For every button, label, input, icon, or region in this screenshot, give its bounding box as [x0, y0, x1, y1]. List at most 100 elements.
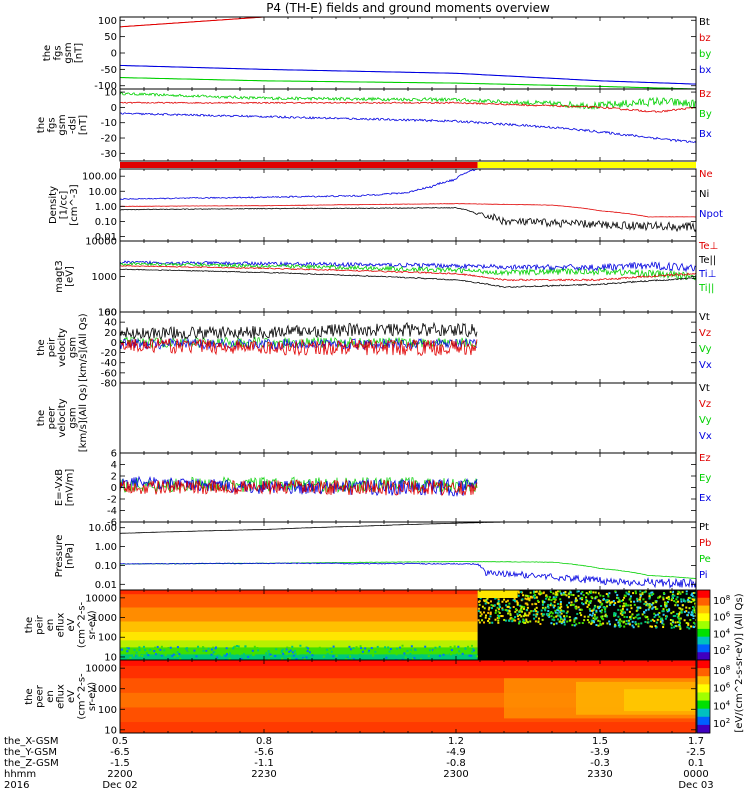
- peir-flux-cell: [506, 599, 509, 602]
- peir-flux-cell: [525, 609, 528, 612]
- panel-fgs-gsm-nt: [119, 16, 697, 90]
- peir-flux-cell: [168, 656, 171, 659]
- peir-flux-cell: [559, 611, 562, 614]
- peir-flux-cell: [504, 619, 507, 622]
- peir-flux-cell: [599, 610, 602, 613]
- peir-flux-cell: [601, 602, 604, 605]
- peir-flux-cell: [446, 647, 449, 650]
- peir-flux-cell: [133, 654, 136, 657]
- peir-flux-cell: [508, 609, 511, 612]
- peir-flux-cell: [650, 625, 653, 628]
- peir-flux-cell: [672, 590, 675, 593]
- x-tick-label: -1.1: [254, 758, 274, 769]
- peir-flux-cell: [617, 600, 620, 603]
- peir-flux-cell: [628, 623, 631, 626]
- peir-flux-cell: [517, 622, 520, 625]
- fgs-gsm-nt-ytick-label: 50: [104, 32, 117, 43]
- peir-flux-cell: [305, 656, 308, 659]
- peir-flux-cell: [431, 655, 434, 658]
- peir-flux-cell: [620, 620, 623, 623]
- x-tick-label: 2330: [587, 769, 612, 780]
- peir-flux-cell: [311, 654, 314, 657]
- peir-flux-cell: [670, 624, 673, 627]
- peir-flux-cell: [686, 614, 689, 617]
- peir-flux-cell: [251, 649, 254, 652]
- colorbar-tick-label: 108: [713, 664, 730, 677]
- peir-velocity-legend-0: Vt: [699, 312, 710, 323]
- peir-flux-cell: [552, 606, 555, 609]
- peir-flux-cell: [138, 649, 141, 652]
- peir-flux-cell: [631, 613, 634, 616]
- peir-flux-cell: [532, 590, 535, 593]
- temperature-ylabel: [eV]: [65, 266, 76, 287]
- peir-flux-cell: [651, 618, 654, 621]
- peir-flux-cell: [691, 609, 694, 612]
- peir-flux-cell: [623, 625, 626, 628]
- x-row-label-3: hhmm: [4, 769, 36, 780]
- peir-flux-cell: [281, 649, 284, 652]
- peir-flux-cell: [233, 652, 236, 655]
- peir-flux-cell: [585, 602, 588, 605]
- peir-flux-cell: [217, 655, 220, 658]
- peir-flux-cell: [686, 626, 689, 629]
- peir-flux-cell: [644, 620, 647, 623]
- peir-flux-cell: [442, 653, 445, 656]
- peir-flux-cell: [428, 649, 431, 652]
- peir-flux-cell: [345, 658, 348, 660]
- peir-flux-cell: [546, 605, 549, 608]
- peir-flux-cell: [623, 611, 626, 614]
- peir-flux-cell: [644, 615, 647, 618]
- peir-flux-cell: [446, 656, 449, 659]
- peir-flux-cell: [210, 653, 213, 656]
- x-tick-label: -0.3: [590, 758, 610, 769]
- peir-velocity-series-Vz: [120, 338, 478, 357]
- peir-flux-cell: [213, 651, 216, 654]
- peir-flux-cell: [145, 649, 148, 652]
- panel-pressure: [119, 521, 697, 591]
- peir-flux-cell: [296, 653, 299, 656]
- peir-flux-cell: [554, 593, 557, 596]
- peir-flux-cell: [613, 603, 616, 606]
- peir-flux-cell: [639, 593, 642, 596]
- peir-flux-cell: [541, 599, 544, 602]
- peir-flux-cell: [267, 658, 270, 660]
- peir-flux-cell: [516, 601, 519, 604]
- colorbar-cell: [697, 644, 710, 653]
- peir-flux-cell: [553, 619, 556, 622]
- peir-flux-cell: [152, 651, 155, 654]
- temperature-series-Ti||: [120, 261, 696, 281]
- peir-flux-cell: [580, 614, 583, 617]
- peir-flux-cell: [670, 612, 673, 615]
- fgs-dsl-nt-legend-2: Bx: [699, 129, 712, 140]
- peir-flux-cell: [494, 609, 497, 612]
- peir-flux-cell: [648, 606, 651, 609]
- peir-flux-cell: [525, 614, 528, 617]
- peir-flux-cell: [589, 609, 592, 612]
- peir-flux-cell: [434, 646, 437, 649]
- colorbar-cell: [697, 676, 710, 685]
- peir-flux-cell: [305, 646, 308, 649]
- peir-flux-cell: [467, 645, 470, 648]
- peir-flux-cell: [509, 617, 512, 620]
- peir-flux-cell: [288, 650, 291, 653]
- peir-flux-cell: [616, 594, 619, 597]
- peir-flux-cell: [541, 606, 544, 609]
- peir-flux-cell: [586, 605, 589, 608]
- colorbar-0: 108 106 104 102: [696, 589, 731, 661]
- peir-flux-cell: [531, 596, 534, 599]
- peir-flux-cell: [680, 600, 683, 603]
- peir-flux-cell: [689, 597, 692, 600]
- peir-velocity-ytick-label: -60: [101, 368, 117, 379]
- peir-flux-cell: [483, 607, 486, 610]
- peir-flux-cell: [561, 620, 564, 623]
- peir-flux-cell: [694, 614, 696, 617]
- peir-flux-cell: [562, 591, 565, 594]
- peir-flux-cell: [690, 611, 693, 614]
- peir-flux-cell: [662, 596, 665, 599]
- peir-flux-cell: [358, 653, 361, 656]
- peir-flux-cell: [694, 623, 696, 626]
- peir-flux-cell: [687, 597, 690, 600]
- peir-flux-cell: [655, 621, 658, 624]
- peir-flux-cell: [566, 610, 569, 613]
- peir-flux-cell: [692, 599, 695, 602]
